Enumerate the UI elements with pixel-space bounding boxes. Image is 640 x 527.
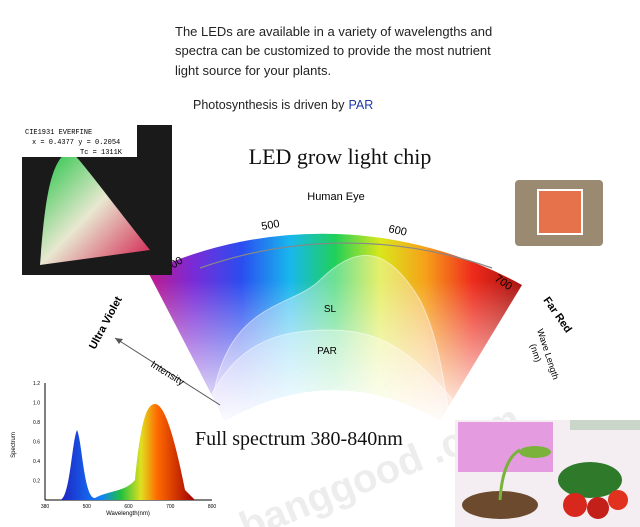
par-label: PAR	[317, 346, 337, 357]
x-tick-label: 800	[208, 504, 217, 510]
x-label: Wavelength(nm)	[106, 511, 150, 517]
sl-curve	[209, 254, 451, 421]
tomato	[563, 493, 587, 517]
led-chip	[515, 180, 603, 246]
human-eye-arc	[199, 242, 493, 269]
y-tick-label: 0.4	[33, 459, 40, 465]
tick-600: 600	[387, 223, 407, 239]
leaf	[519, 446, 551, 458]
cie-image: CIE1931 EVERFINE x = 0.4377 y = 0.2054 T…	[22, 125, 172, 275]
intro-line: The LEDs are available in a variety of w…	[175, 24, 492, 39]
x-tick-label: 600	[124, 504, 133, 510]
y-tick-label: 1.0	[33, 401, 40, 407]
y-tick-label: 0.2	[33, 479, 40, 485]
intro-line: light source for your plants.	[175, 63, 331, 78]
cie-label-box	[22, 125, 137, 157]
human-eye: Human Eye	[307, 191, 364, 203]
y-tick-label: 1.2	[33, 381, 40, 387]
sprout	[498, 448, 521, 501]
par-link: PAR	[348, 98, 373, 112]
tick-500: 500	[260, 218, 280, 233]
y-tick-label: 0.8	[33, 420, 40, 426]
x-tick-label: 700	[166, 504, 175, 510]
title: LED grow light chip	[249, 144, 432, 169]
cie-tc: Tc = 1311K	[80, 149, 123, 157]
y-tick-label: 0.6	[33, 440, 40, 446]
par-curve	[199, 329, 472, 421]
cie-coords: x = 0.4377 y = 0.2054	[32, 139, 120, 147]
sl-label: SL	[324, 304, 337, 315]
intensity-arrow	[114, 337, 221, 406]
cie-title: CIE1931 EVERFINE	[25, 129, 92, 137]
y-label: Spectrum	[11, 432, 17, 458]
leaves	[558, 462, 622, 498]
arrow-head	[115, 338, 123, 344]
x-tick-label: 500	[83, 504, 92, 510]
par-text: Photosynthesis is driven by	[193, 98, 345, 112]
spectrum-curve	[60, 404, 195, 500]
caption: Full spectrum 380-840nm	[195, 428, 403, 450]
intensity: Intensity	[148, 359, 185, 388]
plants-image	[455, 420, 640, 527]
tomato	[587, 497, 609, 519]
soil	[462, 491, 538, 519]
chip-die	[537, 189, 583, 235]
spectrum-plot: Spectrum Wavelength(nm) 0.2 0.4 0.6 0.8 1.0 1…	[11, 381, 216, 517]
tomato	[608, 490, 628, 510]
x-tick-label: 380	[41, 504, 50, 510]
intro-line: spectra can be customized to provide the…	[175, 43, 491, 58]
par-line: Photosynthesis is driven by PAR	[193, 98, 373, 112]
intro: The LEDs are available in a variety of w…	[175, 24, 492, 112]
photo-corner	[570, 420, 640, 430]
cie-shape	[40, 150, 150, 265]
